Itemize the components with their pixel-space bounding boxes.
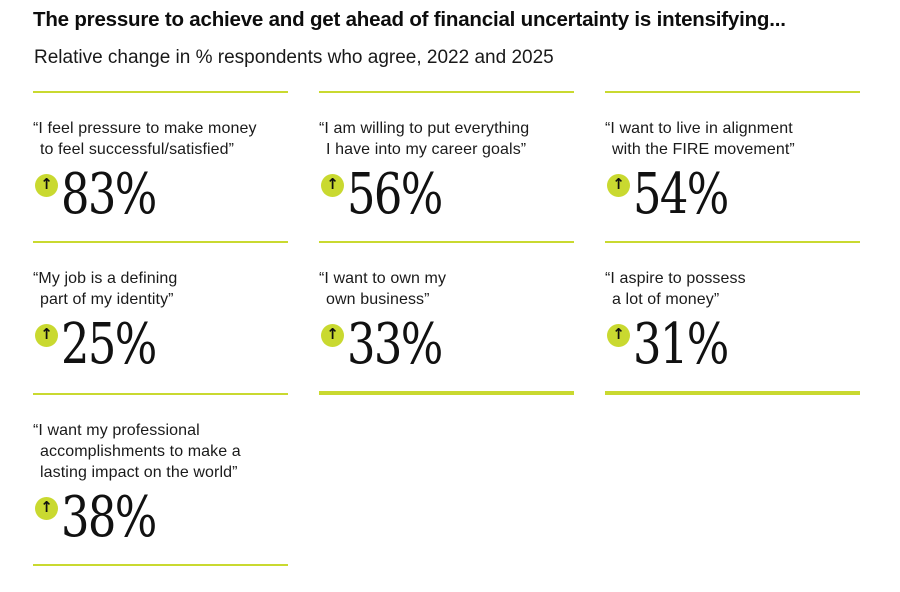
up-arrow-icon: ↑ [607,174,630,198]
stat-row: ↑ 54% [607,162,860,228]
column-rule [319,393,574,566]
stat-row: ↑ 56% [321,162,574,228]
stat-row: ↑ 33% [321,312,574,378]
up-arrow-icon: ↑ [35,497,58,521]
stat-quote: “I want my professional accomplishments … [33,422,241,482]
stat-quote: “I feel pressure to make money to feel s… [33,120,257,159]
stat-value: 54% [633,162,729,228]
stat-card-grid: “I feel pressure to make money to feel s… [33,91,891,567]
stat-value: 31% [633,312,729,378]
stat-quote: “I aspire to possess a lot of money” [605,270,746,309]
stat-value: 83% [61,162,157,228]
stat-quote: “I want to live in alignment with the FI… [605,120,795,159]
stat-value: 56% [347,162,443,228]
up-arrow-icon: ↑ [321,174,344,198]
stat-card: “I want to live in alignment with the FI… [605,91,860,241]
page-subtitle: Relative change in % respondents who agr… [34,46,554,68]
page-root: The pressure to achieve and get ahead of… [33,8,891,567]
up-arrow-glyph: ↑ [40,325,53,344]
up-arrow-icon: ↑ [35,324,58,348]
up-arrow-icon: ↑ [35,174,58,198]
stat-quote: “My job is a defining part of my identit… [33,270,178,309]
stat-card: “I aspire to possess a lot of money” ↑ 3… [605,241,860,394]
stat-card: “I feel pressure to make money to feel s… [33,91,288,241]
stat-card: “I want to own my own business” ↑ 33% [319,241,574,394]
up-arrow-glyph: ↑ [40,498,53,517]
stat-row: ↑ 31% [607,312,860,378]
stat-card: “I am willing to put everything I have i… [319,91,574,241]
stat-row: ↑ 38% [35,485,288,551]
stat-value: 38% [61,485,157,551]
up-arrow-glyph: ↑ [326,325,339,344]
stat-row: ↑ 83% [35,162,288,228]
up-arrow-glyph: ↑ [40,175,53,194]
up-arrow-icon: ↑ [321,324,344,348]
stat-card: “I want my professional accomplishments … [33,393,288,567]
up-arrow-glyph: ↑ [612,325,625,344]
page-title: The pressure to achieve and get ahead of… [33,8,786,31]
stat-row: ↑ 25% [35,312,288,378]
stat-card: “My job is a defining part of my identit… [33,241,288,393]
up-arrow-icon: ↑ [607,324,630,348]
stat-value: 33% [347,312,443,378]
stat-quote: “I am willing to put everything I have i… [319,120,530,159]
header: The pressure to achieve and get ahead of… [33,8,891,69]
column-rule [605,393,860,566]
up-arrow-glyph: ↑ [612,175,625,194]
stat-value: 25% [61,312,157,378]
stat-quote: “I want to own my own business” [319,270,447,309]
up-arrow-glyph: ↑ [326,175,339,194]
